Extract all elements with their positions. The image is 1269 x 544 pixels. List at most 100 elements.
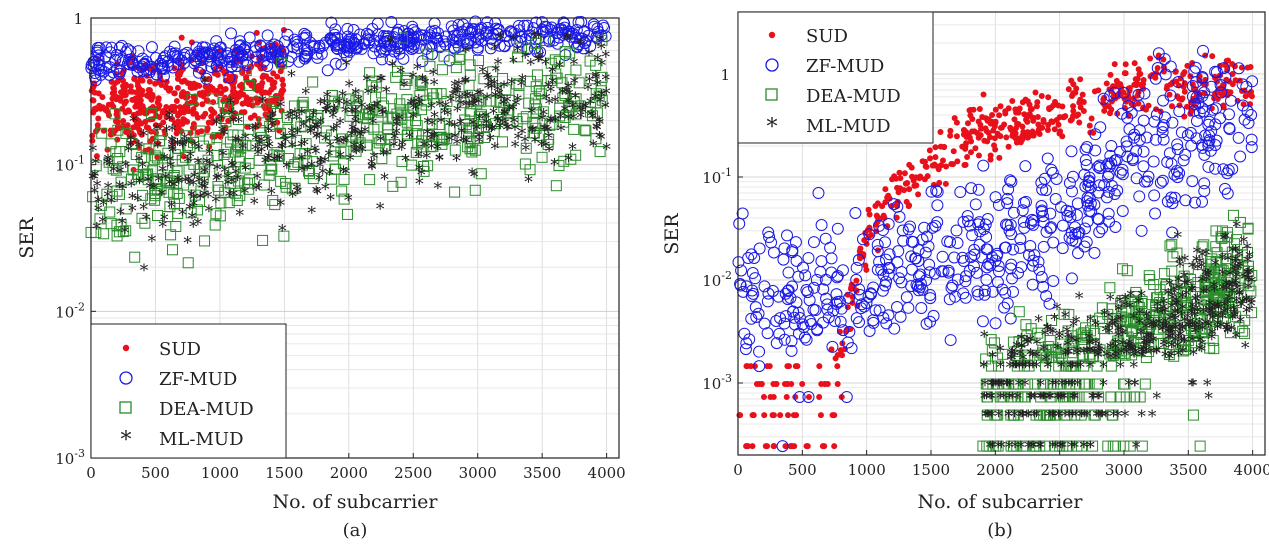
point-sud — [1012, 130, 1019, 137]
point-sud — [804, 443, 811, 450]
point-ml-mud: * — [988, 348, 997, 368]
point-sud — [222, 86, 229, 93]
point-sud — [1147, 55, 1154, 62]
point-ml-mud: * — [415, 96, 424, 116]
x-tick-label-2: 1000 — [848, 461, 886, 479]
point-ml-mud: * — [1182, 286, 1191, 306]
point-sud — [916, 175, 923, 182]
point-zf-mud — [1041, 152, 1054, 165]
point-sud — [249, 102, 256, 109]
point-sud — [857, 245, 864, 252]
point-sud — [912, 182, 919, 189]
point-sud — [834, 352, 841, 359]
point-zf-mud — [1019, 160, 1032, 173]
x-tick-label-1: 500 — [141, 464, 170, 482]
point-ml-mud: * — [1214, 316, 1223, 336]
point-ml-mud: * — [509, 31, 518, 51]
point-ml-mud: * — [1244, 272, 1253, 292]
point-zf-mud — [572, 16, 585, 29]
point-sud — [1032, 89, 1039, 96]
point-ml-mud: * — [180, 130, 189, 150]
point-ml-mud: * — [1128, 341, 1137, 361]
point-ml-mud: * — [484, 71, 493, 91]
point-ml-mud: * — [283, 159, 292, 179]
point-sud — [882, 186, 889, 193]
point-ml-mud: * — [267, 185, 276, 205]
point-sud — [255, 82, 262, 89]
point-sud — [932, 154, 939, 161]
point-sud — [1068, 116, 1075, 123]
point-sud — [901, 170, 908, 177]
point-sud — [979, 113, 986, 120]
point-ml-mud: * — [226, 94, 235, 114]
point-sud — [761, 412, 768, 419]
x-tick-label-3: 1500 — [912, 461, 950, 479]
point-zf-mud — [271, 49, 284, 62]
point-sud — [969, 115, 976, 122]
y-tick-label-3: 1 — [720, 66, 730, 84]
point-dea-mud — [257, 234, 269, 246]
point-sud — [135, 110, 142, 117]
point-sud — [217, 83, 224, 90]
point-zf-mud — [229, 43, 242, 56]
point-sud — [1019, 123, 1026, 130]
point-zf-mud — [143, 66, 156, 79]
point-sud — [783, 393, 790, 400]
point-sud — [954, 158, 961, 165]
point-ml-mud: * — [597, 130, 606, 150]
point-ml-mud: * — [1175, 253, 1184, 273]
point-zf-mud — [1245, 133, 1258, 146]
point-sud — [244, 123, 251, 130]
point-ml-mud: * — [1114, 407, 1123, 427]
point-sud — [950, 148, 957, 155]
point-ml-mud: * — [336, 148, 345, 168]
x-tick-label-6: 3000 — [1105, 461, 1143, 479]
point-ml-mud: * — [1004, 407, 1013, 427]
point-sud — [960, 127, 967, 134]
point-ml-mud: * — [376, 200, 385, 220]
point-ml-mud: * — [316, 158, 325, 178]
point-zf-mud — [831, 222, 844, 235]
point-ml-mud: * — [235, 206, 244, 226]
point-sud — [781, 381, 788, 388]
series-zf-mud — [85, 15, 612, 87]
point-sud — [163, 103, 170, 110]
point-sud — [128, 130, 135, 137]
point-zf-mud — [291, 42, 304, 55]
point-sud — [948, 161, 955, 168]
point-sud — [122, 81, 129, 88]
point-sud — [942, 180, 949, 187]
point-sud — [123, 129, 130, 136]
point-ml-mud: * — [386, 34, 395, 54]
point-ml-mud: * — [1112, 349, 1121, 369]
point-sud — [749, 412, 756, 419]
point-zf-mud — [512, 19, 525, 32]
point-sud — [906, 186, 913, 193]
point-sud — [865, 206, 872, 213]
point-ml-mud: * — [507, 75, 516, 95]
point-ml-mud: * — [254, 179, 263, 199]
point-zf-mud — [782, 266, 795, 279]
point-zf-mud — [1154, 176, 1167, 189]
point-ml-mud: * — [291, 105, 300, 125]
point-sud — [118, 89, 125, 96]
point-ml-mud: * — [1032, 407, 1041, 427]
point-dea-mud — [166, 244, 178, 256]
panel-b-legend: SUD ZF-MUD DEA-MUD * ML-MUD — [737, 11, 934, 144]
point-sud — [188, 39, 195, 46]
point-zf-mud — [976, 251, 989, 264]
point-ml-mud: * — [415, 174, 424, 194]
point-zf-mud — [1050, 172, 1063, 185]
point-ml-mud: * — [511, 137, 520, 157]
point-zf-mud — [967, 260, 980, 273]
point-zf-mud — [492, 24, 505, 37]
point-ml-mud: * — [1018, 407, 1027, 427]
point-ml-mud: * — [212, 192, 221, 212]
point-sud — [226, 74, 233, 81]
point-sud — [131, 76, 138, 83]
point-sud — [1049, 119, 1056, 126]
point-zf-mud — [225, 27, 238, 40]
point-ml-mud: * — [1171, 309, 1180, 329]
point-sud — [245, 79, 252, 86]
point-sud — [996, 112, 1003, 119]
